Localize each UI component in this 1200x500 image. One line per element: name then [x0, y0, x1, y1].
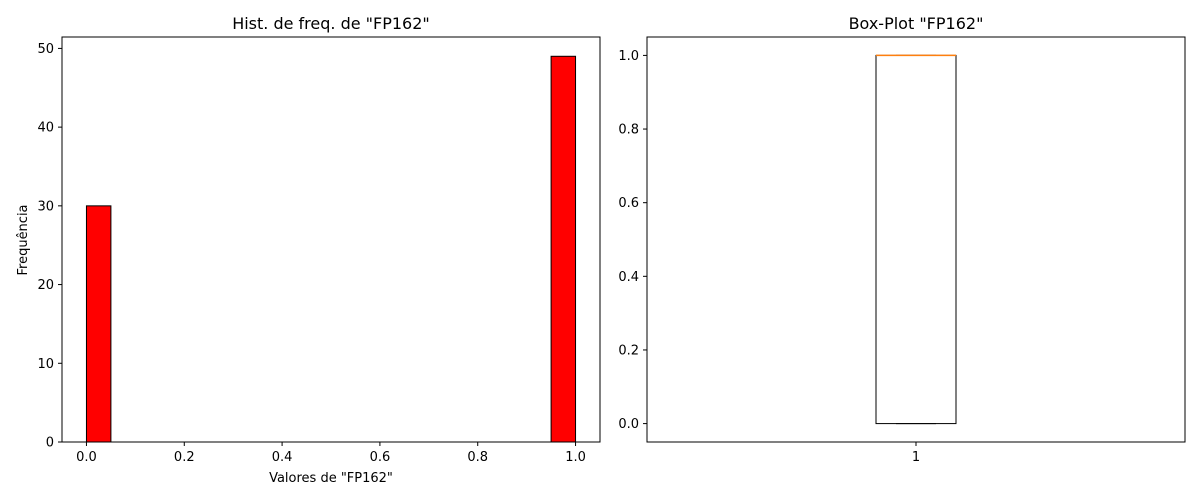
boxplot-y-tick-label: 0.4 — [618, 270, 639, 285]
boxplot-body — [875, 54, 957, 425]
histogram-title: Hist. de freq. de "FP162" — [232, 14, 430, 33]
boxplot-y-tick-label: 0.0 — [618, 417, 639, 432]
boxplot-x-ticks: 1 — [912, 442, 920, 465]
boxplot-x-tick-label: 1 — [912, 450, 920, 465]
histogram-y-ticks: 0 10 20 30 40 50 — [37, 42, 62, 451]
histogram-y-tick-label: 50 — [37, 42, 54, 57]
boxplot-chart: Box-Plot "FP162" 0.0 0.2 0.4 0.6 0.8 1.0 1 — [618, 14, 1186, 465]
histogram-x-tick-label: 0.8 — [467, 450, 488, 465]
histogram-x-tick-label: 1.0 — [565, 450, 586, 465]
histogram-y-tick-label: 10 — [37, 357, 54, 372]
boxplot-y-ticks: 0.0 0.2 0.4 0.6 0.8 1.0 — [618, 49, 647, 432]
histogram-chart: Hist. de freq. de "FP162" 0.0 0.2 0.4 0.6 0.… — [16, 14, 601, 486]
boxplot-axes-frame — [646, 36, 1186, 443]
boxplot-y-tick-label: 1.0 — [618, 49, 639, 64]
boxplot-y-tick-label: 0.6 — [618, 196, 639, 211]
boxplot-box — [875, 54, 957, 425]
histogram-y-tick-label: 40 — [37, 121, 54, 136]
histogram-y-tick-label: 20 — [37, 278, 54, 293]
histogram-bars — [85, 55, 577, 443]
histogram-x-ticks: 0.0 0.2 0.4 0.6 0.8 1.0 — [76, 442, 586, 465]
histogram-bar — [550, 55, 577, 443]
boxplot-title: Box-Plot "FP162" — [849, 14, 984, 33]
histogram-y-tick-label: 0 — [46, 436, 54, 451]
histogram-x-tick-label: 0.4 — [272, 450, 293, 465]
histogram-y-axis-label: Frequência — [16, 204, 31, 275]
histogram-x-tick-label: 0.6 — [370, 450, 391, 465]
histogram-y-tick-label: 30 — [37, 199, 54, 214]
histogram-x-tick-label: 0.2 — [174, 450, 195, 465]
histogram-axes-frame — [61, 36, 601, 443]
boxplot-y-tick-label: 0.8 — [618, 123, 639, 138]
boxplot-y-tick-label: 0.2 — [618, 343, 639, 358]
histogram-bar — [85, 205, 112, 443]
histogram-x-axis-label: Valores de "FP162" — [269, 471, 393, 486]
histogram-x-tick-label: 0.0 — [76, 450, 97, 465]
